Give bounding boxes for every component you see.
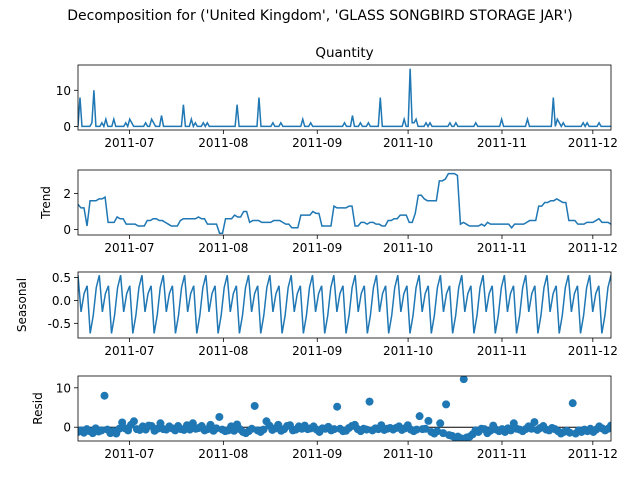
panels: 2011-07 2011-08 2011-09 2011-10 2011-11 2011-… [15,45,618,461]
axes-frame [77,169,612,236]
resid-point [530,418,539,427]
resid-point [330,425,339,434]
resid-point [436,419,445,428]
series-line [78,172,611,234]
y-tick-label: 10 [56,84,71,98]
axes-frame [77,271,612,339]
x-tick-label: 2011-08 [198,344,248,358]
axes-frame [77,64,612,131]
panel-4: 2011-07 2011-08 2011-09 2011-10 2011-11 2011-… [31,375,618,461]
resid-points [78,376,611,441]
panel-1: 2011-07 2011-08 2011-09 2011-10 2011-11 2011-… [56,45,618,150]
resid-point [421,424,430,433]
x-tick-label: 2011-07 [104,136,154,150]
x-tick-label: 2011-09 [292,344,342,358]
y-tick-label: 0 [63,421,71,435]
x-tick-label: 2011-12 [568,136,618,150]
resid-point [333,402,342,411]
panel-3: 2011-07 2011-08 2011-09 2011-10 2011-11 2011-… [15,271,618,358]
resid-point [365,397,374,406]
x-tick-label: 2011-11 [477,241,527,255]
resid-point [415,412,424,421]
resid-point [424,416,433,425]
resid-point [456,434,465,441]
resid-point [97,426,106,435]
x-tick-label: 2011-11 [477,447,527,461]
resid-point [442,400,451,409]
y-axis-label: Trend [39,186,53,220]
y-tick-label: -0.5 [48,317,71,331]
resid-point [565,428,574,437]
resid-point [568,399,577,408]
resid-point [362,425,371,434]
axes-frame [77,375,612,442]
resid-point [185,425,194,434]
x-tick-label: 2011-09 [292,241,342,255]
x-tick-label: 2011-11 [477,344,527,358]
x-tick-label: 2011-12 [568,447,618,461]
resid-point [100,391,109,400]
y-tick-label: 2 [63,187,71,201]
x-tick-label: 2011-07 [104,447,154,461]
resid-point [215,412,224,421]
resid-point [412,425,421,434]
resid-point [156,419,165,428]
x-tick-label: 2011-10 [383,447,433,461]
resid-point [206,420,215,429]
x-tick-label: 2011-08 [198,447,248,461]
x-tick-label: 2011-12 [568,241,618,255]
x-tick-label: 2011-12 [568,344,618,358]
y-axis-label: Seasonal [15,278,29,332]
y-axis-label: Resid [31,392,45,424]
x-tick-label: 2011-07 [104,241,154,255]
x-tick-label: 2011-10 [383,344,433,358]
y-tick-label: 0.5 [52,271,71,285]
figure-suptitle: Decomposition for ('United Kingdom', 'GL… [67,8,572,24]
panel-title: Quantity [315,45,373,61]
y-tick-label: 0 [63,223,71,237]
resid-point [129,417,138,426]
x-tick-label: 2011-09 [292,136,342,150]
y-tick-label: 10 [56,381,71,395]
y-tick-label: 0 [63,120,71,134]
resid-point [115,424,124,433]
panel-2: 2011-07 2011-08 2011-09 2011-10 2011-11 2011-… [39,169,618,255]
x-tick-label: 2011-07 [104,344,154,358]
y-tick-label: 0.0 [52,294,71,308]
x-tick-label: 2011-08 [198,241,248,255]
resid-point [274,420,283,429]
x-tick-label: 2011-11 [477,136,527,150]
series-line [78,275,611,334]
resid-point [459,376,468,384]
resid-point [259,425,268,434]
series-line [78,68,611,129]
x-tick-label: 2011-10 [383,136,433,150]
x-tick-label: 2011-08 [198,136,248,150]
x-tick-label: 2011-10 [383,241,433,255]
resid-point [607,421,611,430]
resid-point [250,401,259,410]
resid-point [118,418,127,427]
x-tick-label: 2011-09 [292,447,342,461]
